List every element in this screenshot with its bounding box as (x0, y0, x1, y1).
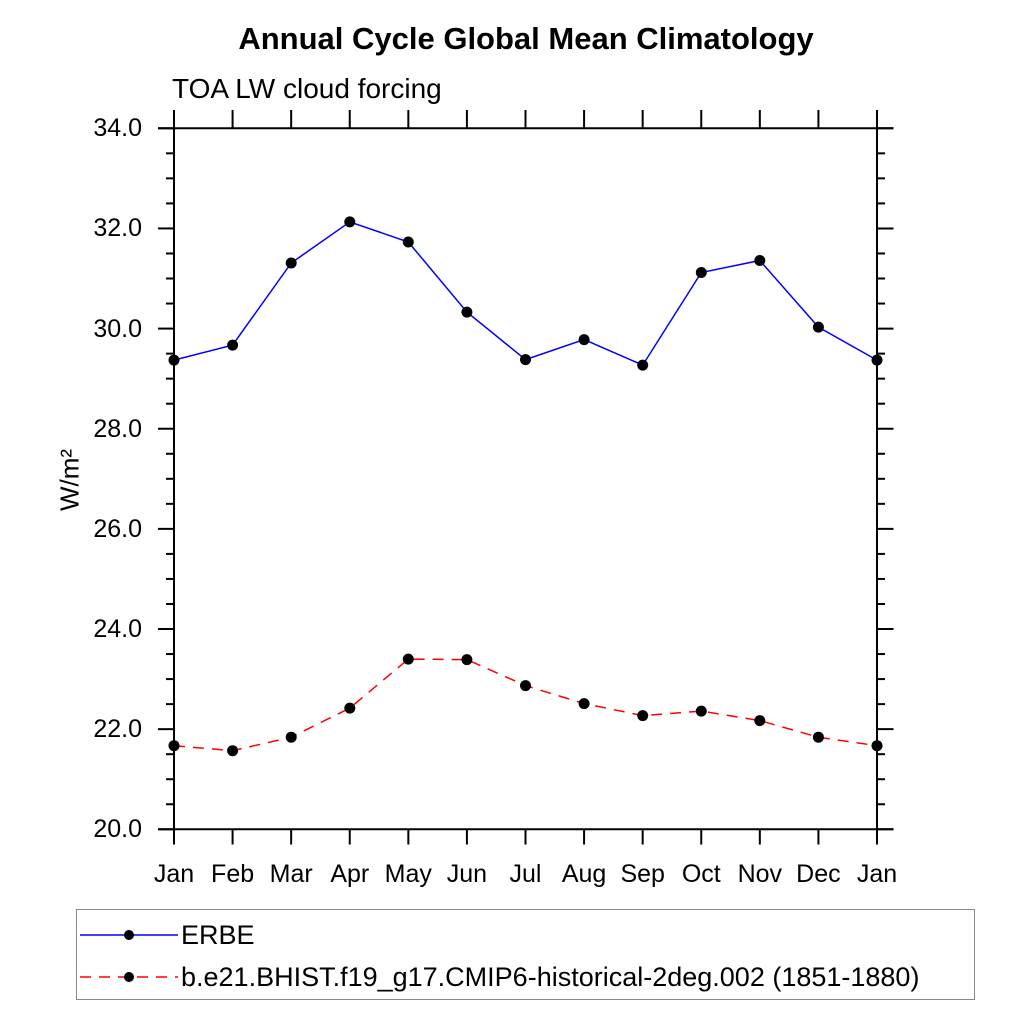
legend-label-erbe: ERBE (181, 919, 255, 950)
legend: ERBE b.e21.BHIST.f19_g17.CMIP6-historica… (76, 909, 975, 1000)
erbe-line-sample-icon (80, 930, 178, 940)
legend-item-erbe: ERBE (77, 914, 974, 956)
legend-item-model: b.e21.BHIST.f19_g17.CMIP6-historical-2de… (77, 956, 974, 998)
model-line-sample-icon (80, 972, 178, 982)
legend-label-model: b.e21.BHIST.f19_g17.CMIP6-historical-2de… (181, 961, 920, 992)
chart-title: Annual Cycle Global Mean Climatology (238, 21, 814, 56)
chart-subtitle: TOA LW cloud forcing (172, 73, 442, 104)
